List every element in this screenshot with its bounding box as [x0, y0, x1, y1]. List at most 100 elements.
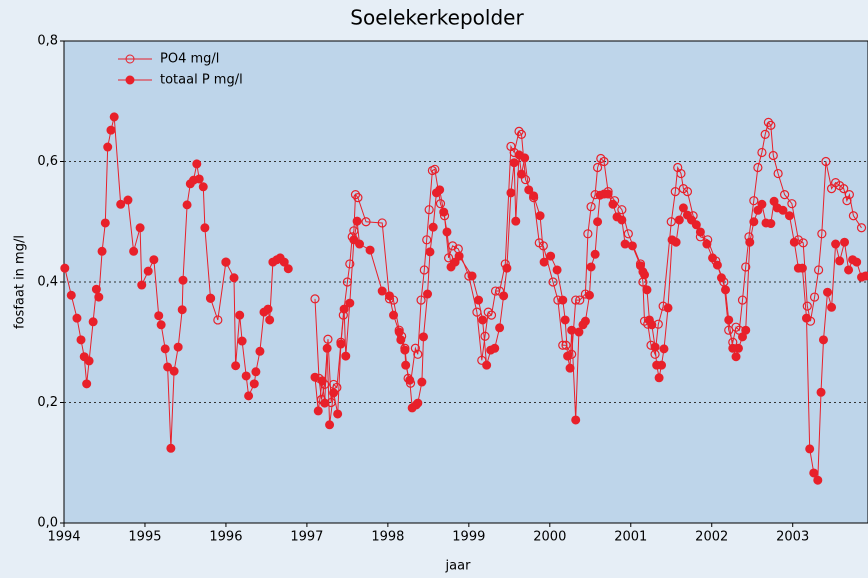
data-point [333, 409, 343, 419]
data-point [249, 379, 259, 389]
data-point [137, 280, 147, 290]
data-point [809, 468, 819, 478]
data-point [435, 199, 446, 209]
data-point [708, 253, 718, 263]
x-tick-label: 2002 [695, 530, 728, 545]
data-point [663, 303, 673, 313]
data-point [548, 277, 558, 287]
data-point [659, 344, 669, 354]
data-point [731, 322, 741, 332]
data-point [401, 360, 411, 370]
data-point [320, 398, 330, 408]
data-point [502, 263, 512, 273]
data-point [682, 187, 693, 197]
data-point [813, 475, 823, 485]
data-point [575, 295, 585, 305]
data-point [198, 182, 208, 192]
data-point [350, 190, 361, 200]
data-point [345, 298, 355, 308]
data-point [60, 263, 70, 273]
data-point [396, 335, 406, 345]
data-point [454, 251, 464, 261]
data-point [91, 284, 101, 294]
data-point [377, 218, 387, 228]
y-axis-label: fosfaat in mg/l [13, 235, 28, 329]
legend-label: totaal P mg/l [160, 73, 243, 88]
data-point [720, 285, 730, 295]
data-point [757, 199, 767, 209]
data-point [323, 334, 333, 344]
data-point [809, 292, 820, 302]
data-point [814, 265, 824, 275]
data-point [213, 315, 223, 325]
data-point [516, 169, 526, 179]
data-point [563, 351, 573, 361]
data-point [818, 335, 828, 345]
x-tick-label: 1995 [128, 530, 161, 545]
data-point [766, 120, 776, 130]
data-point [241, 371, 251, 381]
data-point [580, 316, 590, 326]
data-point [143, 266, 153, 276]
data-point [103, 142, 113, 152]
data-point [856, 223, 867, 233]
data-point [237, 336, 247, 346]
data-point [724, 315, 734, 325]
x-tick-label: 1996 [209, 530, 242, 545]
x-tick-label: 1999 [452, 530, 485, 545]
data-point [123, 195, 133, 205]
data-point [760, 129, 770, 139]
data-point [539, 257, 549, 267]
data-point [749, 217, 759, 227]
data-point [283, 264, 293, 274]
data-point [413, 349, 423, 359]
data-point [620, 239, 630, 249]
data-point [389, 310, 399, 320]
data-point [279, 257, 289, 267]
y-tick-label: 0,4 [37, 275, 58, 290]
data-point [149, 255, 159, 265]
data-point [831, 239, 841, 249]
data-point [840, 237, 850, 247]
data-point [352, 216, 362, 226]
data-point [514, 126, 524, 136]
data-point [574, 327, 584, 337]
data-point [802, 301, 812, 311]
data-point [231, 361, 241, 371]
data-point [695, 227, 705, 237]
data-point [251, 367, 261, 377]
data-point [424, 205, 434, 215]
data-point [654, 373, 664, 383]
data-point [106, 125, 116, 135]
data-point [495, 323, 505, 333]
data-point [435, 185, 445, 195]
data-point [97, 246, 107, 256]
chart-title: Soelekerkepolder [350, 6, 524, 30]
data-point [571, 415, 581, 425]
data-point [82, 379, 92, 389]
data-point [72, 313, 82, 323]
data-point [839, 184, 849, 194]
data-point [596, 153, 606, 164]
data-point [313, 406, 323, 416]
data-point [816, 387, 826, 397]
data-point [571, 295, 581, 305]
data-point [178, 275, 188, 285]
data-point [801, 313, 811, 323]
data-point [84, 356, 94, 366]
data-point [116, 199, 126, 209]
data-point [400, 345, 410, 355]
x-tick-label: 2003 [776, 530, 809, 545]
data-point [753, 162, 763, 173]
data-point [617, 215, 627, 225]
data-point [129, 246, 139, 256]
data-point [417, 377, 427, 387]
data-point [737, 295, 748, 305]
x-axis-label: jaar [445, 559, 472, 574]
data-point [109, 112, 119, 122]
y-tick-label: 0,6 [37, 154, 58, 169]
data-point [509, 158, 519, 168]
data-point [419, 265, 429, 275]
data-point [640, 270, 650, 280]
